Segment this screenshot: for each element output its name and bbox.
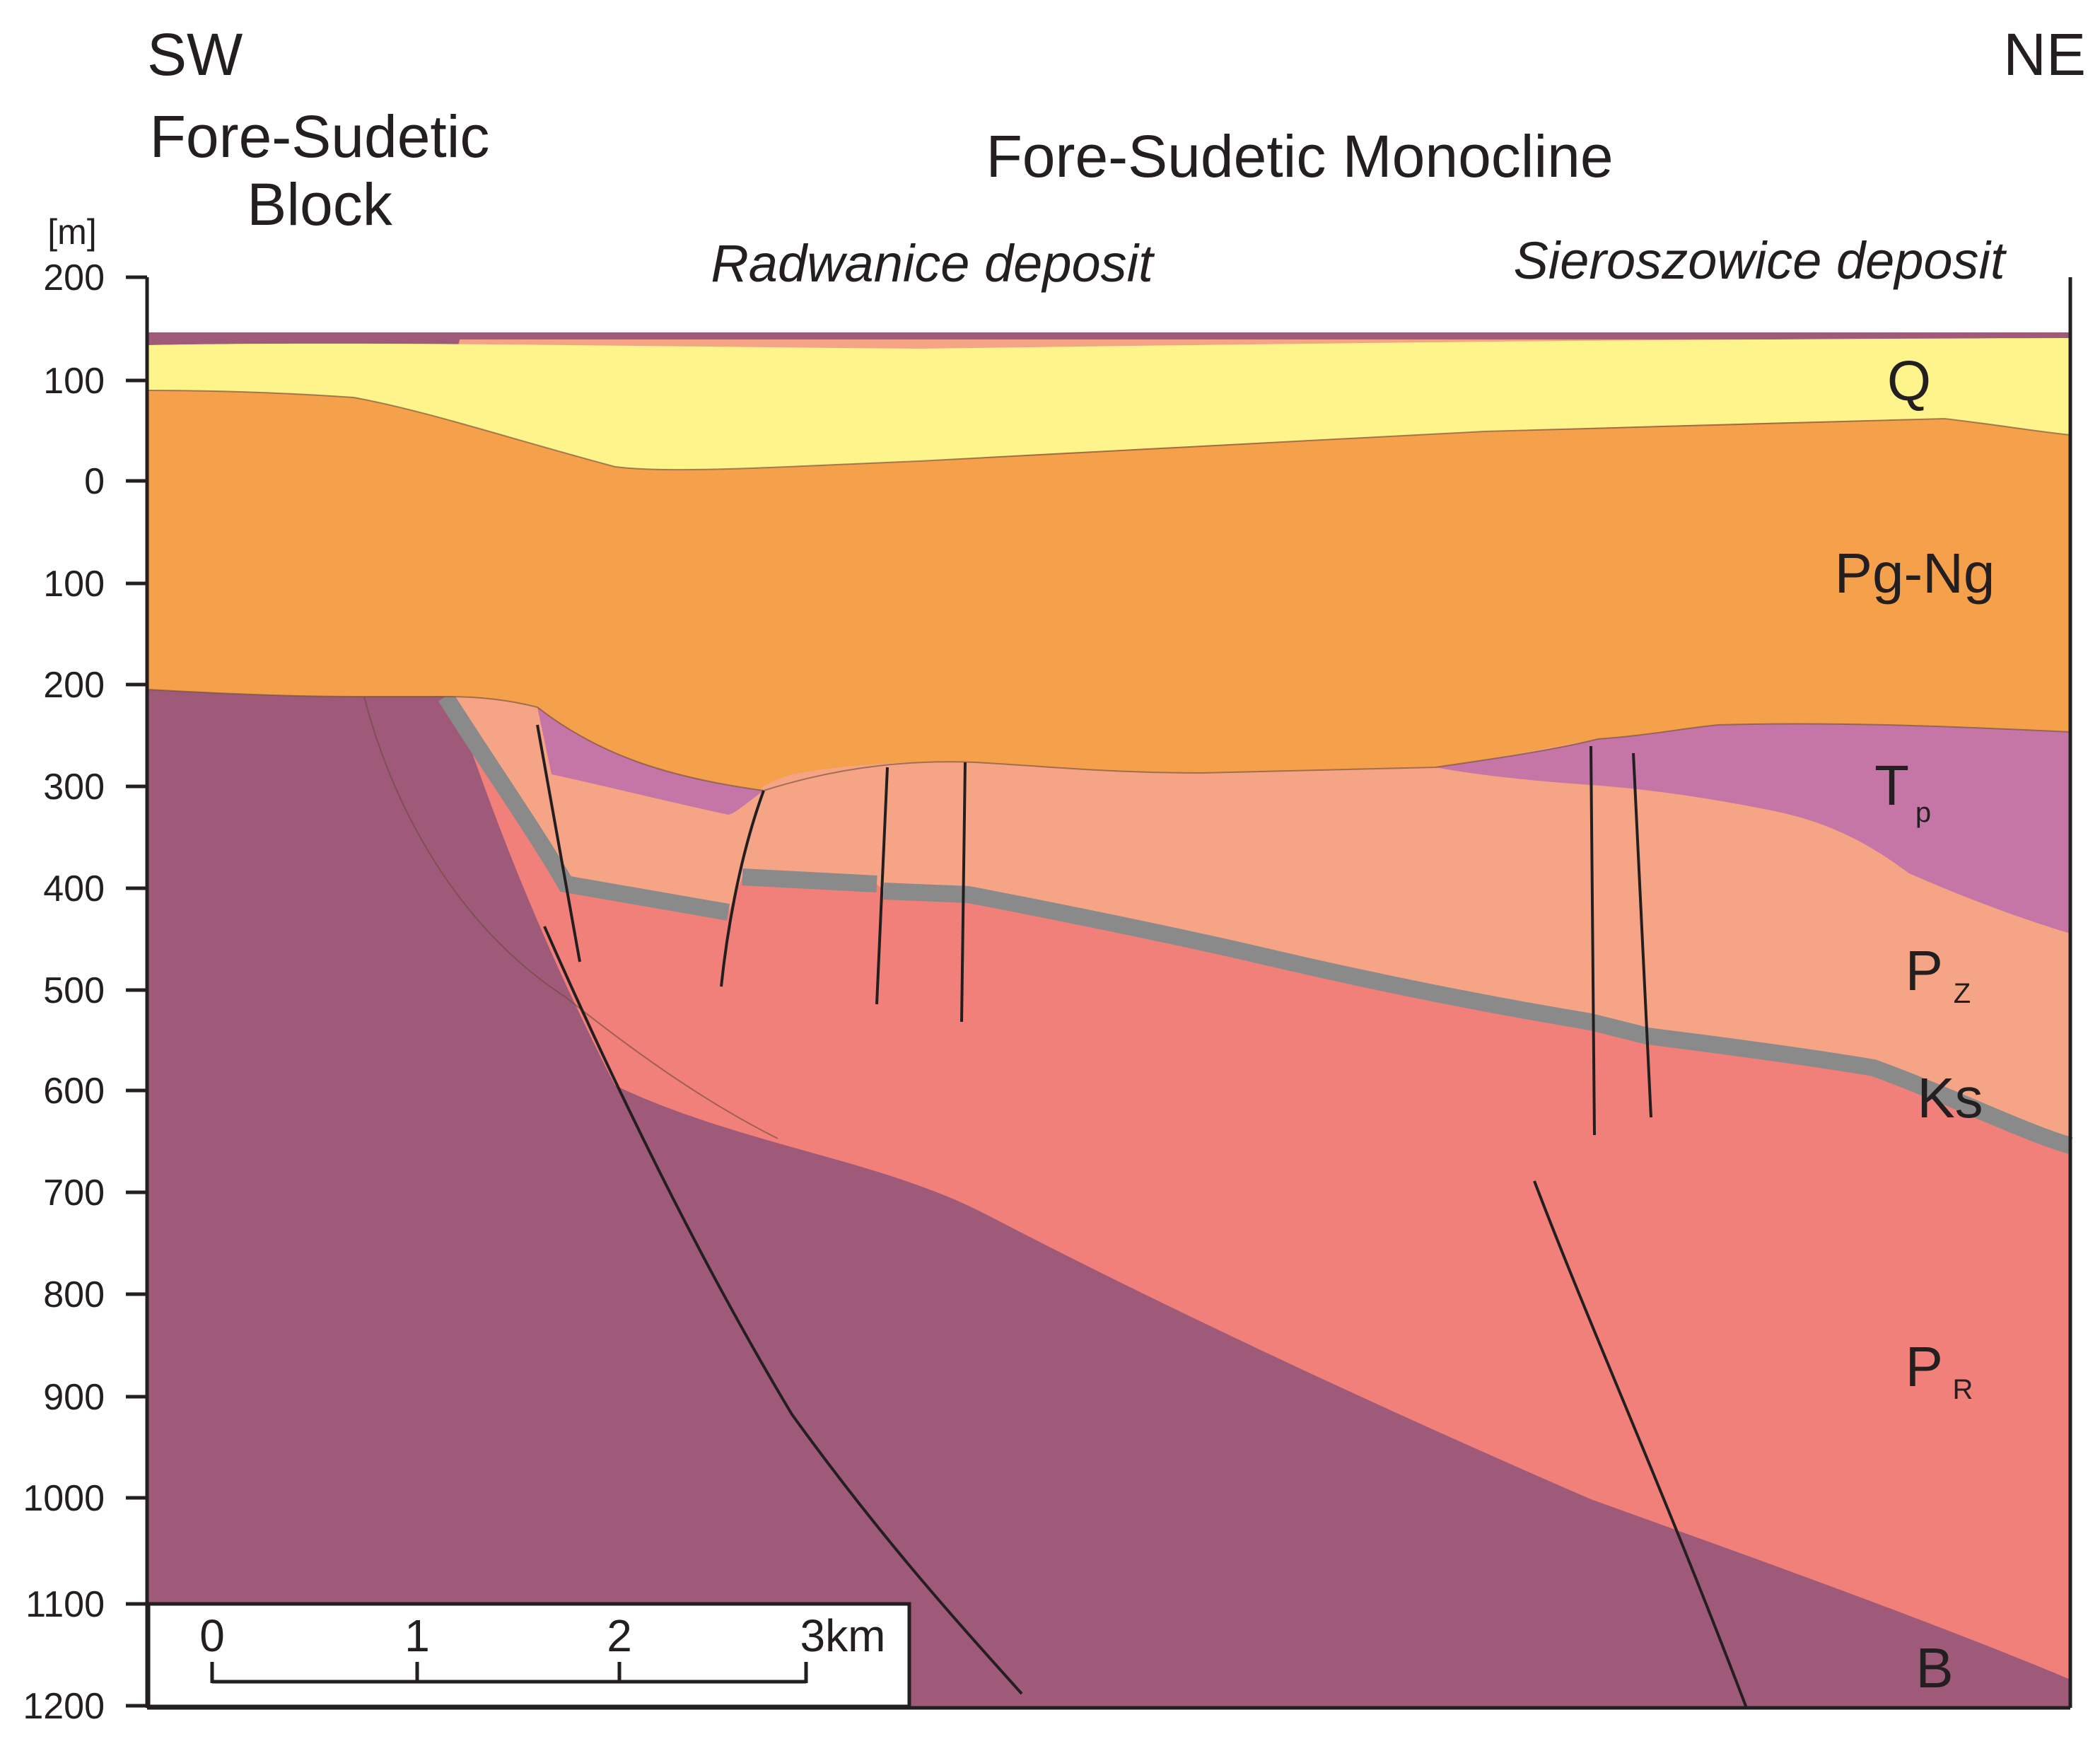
depth-tick-label: 100 bbox=[43, 564, 105, 605]
label-ks: Ks bbox=[1917, 1066, 1983, 1129]
depth-tick-label: 300 bbox=[43, 767, 105, 808]
block-title-line2: Block bbox=[247, 171, 392, 238]
depth-tick-label: 800 bbox=[43, 1274, 105, 1315]
label-pz: P bbox=[1906, 939, 1943, 1002]
layers bbox=[147, 332, 2073, 1708]
depth-tick-label: 400 bbox=[43, 868, 105, 909]
direction-sw: SW bbox=[147, 21, 243, 88]
boundary-q-pgng bbox=[146, 390, 2071, 471]
fault-8 bbox=[1533, 1180, 1748, 1709]
depth-axis bbox=[126, 275, 147, 1708]
depth-tick-label: 600 bbox=[43, 1071, 105, 1112]
layer-kupferschiefer-ks bbox=[438, 692, 2073, 1154]
label-pz-main: P bbox=[1906, 939, 1943, 1002]
label-b: B bbox=[1915, 1636, 1953, 1699]
label-pgng: Pg-Ng bbox=[1835, 542, 1995, 605]
label-pz-sub: Z bbox=[1954, 978, 1971, 1009]
layer-paleogene-neogene-pgng bbox=[147, 390, 2070, 791]
deposit-radwanice: Radwanice deposit bbox=[711, 234, 1155, 293]
fault-5 bbox=[1589, 745, 1596, 1136]
header: SW NE Fore-Sudetic Block Fore-Sudetic Mo… bbox=[147, 21, 2086, 293]
boundary-pr-basement bbox=[363, 696, 778, 1139]
label-tp: T bbox=[1874, 754, 1909, 817]
deposit-sieroszowice: Sieroszowice deposit bbox=[1513, 231, 2007, 290]
layer-triassic-tp-right bbox=[1435, 723, 2070, 933]
depth-tick-label: 1000 bbox=[23, 1478, 105, 1519]
layer-quaternary-q bbox=[147, 338, 2070, 470]
fault-3 bbox=[875, 767, 889, 1005]
depth-tick-label: 1200 bbox=[23, 1686, 105, 1727]
scale-label: 1 bbox=[404, 1610, 430, 1661]
scale-label: 2 bbox=[607, 1610, 632, 1661]
depth-tick-label: 0 bbox=[84, 461, 105, 502]
layer-labels: Q Pg-Ng T p P Z Ks P R B bbox=[1835, 349, 1995, 1699]
block-title-line1: Fore-Sudetic bbox=[150, 103, 490, 170]
depth-tick-label: 1100 bbox=[25, 1584, 105, 1625]
depth-tick-label: 200 bbox=[43, 257, 105, 298]
depth-unit: [m] bbox=[47, 212, 96, 252]
label-q: Q bbox=[1887, 349, 1931, 412]
scale-label: 3km bbox=[800, 1610, 886, 1661]
fault-6 bbox=[1632, 752, 1652, 1118]
label-tp-sub: p bbox=[1915, 797, 1931, 828]
layer-boundaries bbox=[146, 390, 2071, 1139]
scale-label: 0 bbox=[199, 1610, 225, 1661]
depth-tick-label: 900 bbox=[43, 1377, 105, 1418]
fault-4 bbox=[960, 762, 967, 1023]
label-pr-sub: R bbox=[1953, 1374, 1973, 1405]
depth-tick-label: 100 bbox=[43, 361, 105, 402]
label-tp-main: T bbox=[1874, 754, 1909, 817]
depth-tick-label: 200 bbox=[43, 665, 105, 706]
fault-7 bbox=[543, 926, 1023, 1695]
direction-ne: NE bbox=[2003, 21, 2086, 88]
fault-2 bbox=[720, 790, 765, 987]
scale-bar: 0 1 2 3km bbox=[146, 1602, 911, 1709]
boundary-pgng-base bbox=[146, 689, 2071, 792]
faults bbox=[536, 724, 1748, 1709]
label-pr: P bbox=[1906, 1335, 1943, 1398]
depth-tick-label: 700 bbox=[43, 1173, 105, 1214]
depth-tick-label: 500 bbox=[43, 970, 105, 1011]
scale-bar-box bbox=[146, 1602, 911, 1709]
monocline-title: Fore-Sudetic Monocline bbox=[986, 123, 1613, 190]
layer-triassic-tp-left bbox=[537, 707, 764, 815]
depth-labels: [m] 200 100 0 100 200 300 400 500 600 70… bbox=[23, 212, 105, 1727]
label-pr-main: P bbox=[1906, 1335, 1943, 1398]
fault-1 bbox=[536, 724, 581, 962]
